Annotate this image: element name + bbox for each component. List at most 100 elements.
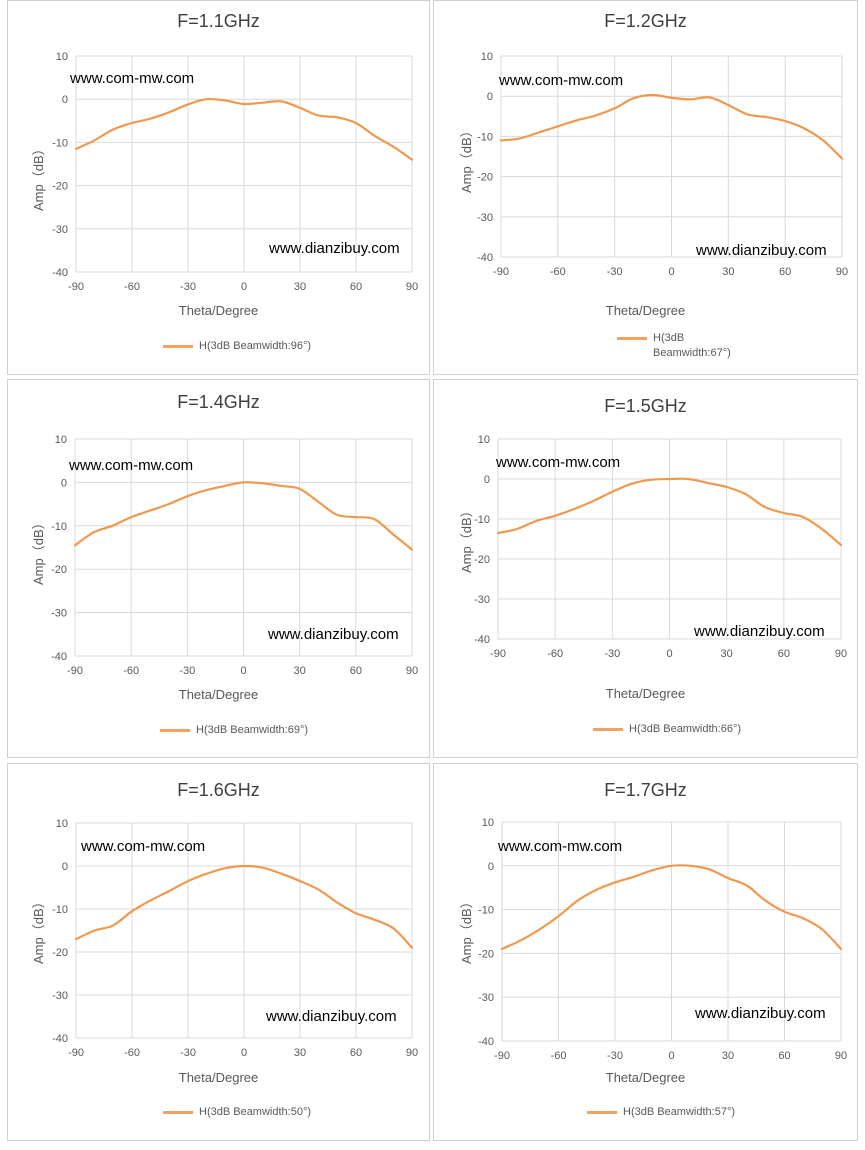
x-tick-label: 30 xyxy=(294,1047,306,1059)
x-tick-label: 0 xyxy=(666,648,672,660)
watermark-dianzibuy: www.dianzibuy.com xyxy=(696,242,827,259)
x-tick-label: 30 xyxy=(722,1050,734,1062)
chart-title: F=1.7GHz xyxy=(604,780,687,800)
y-tick-label: -20 xyxy=(52,947,68,959)
y-tick-label: -10 xyxy=(474,514,490,526)
y-axis-label: Amp（dB） xyxy=(459,504,474,573)
watermark-dianzibuy: www.dianzibuy.com xyxy=(269,240,400,257)
legend-swatch xyxy=(587,1111,617,1114)
x-tick-label: 60 xyxy=(350,665,362,677)
series-line xyxy=(73,481,414,551)
legend-swatch xyxy=(163,1111,193,1114)
x-tick-label: 60 xyxy=(350,281,362,293)
x-tick-label: -60 xyxy=(124,1047,140,1059)
x-tick-label: -30 xyxy=(180,1047,196,1059)
x-tick-label: -30 xyxy=(607,266,623,278)
y-tick-label: 0 xyxy=(62,94,68,106)
legend: H(3dB Beamwidth:69°) xyxy=(160,723,308,738)
y-tick-label: -30 xyxy=(478,992,494,1004)
x-tick-label: 90 xyxy=(406,665,418,677)
x-tick-label: 60 xyxy=(778,1050,790,1062)
series-line xyxy=(74,864,414,949)
legend: H(3dB Beamwidth:96°) xyxy=(163,339,311,354)
y-tick-label: -40 xyxy=(474,634,490,646)
x-tick-label: -60 xyxy=(547,648,563,660)
y-tick-label: -30 xyxy=(52,990,68,1002)
series-line xyxy=(74,97,414,161)
legend-label: H(3dB Beamwidth:69°) xyxy=(196,724,309,736)
y-tick-label: 0 xyxy=(61,477,67,489)
x-axis-label: Theta/Degree xyxy=(605,686,686,701)
x-tick-label: 60 xyxy=(779,266,791,278)
x-tick-label: 0 xyxy=(668,1050,674,1062)
watermark-com-mw: www.com-mw.com xyxy=(499,72,624,89)
legend-label: H(3dB Beamwidth:50°) xyxy=(199,1106,312,1118)
y-tick-label: -40 xyxy=(51,651,67,663)
legend-label: H(3dB Beamwidth:66°) xyxy=(629,723,742,735)
x-tick-label: -90 xyxy=(67,665,83,677)
x-axis-label: Theta/Degree xyxy=(178,1070,259,1085)
y-tick-label: -20 xyxy=(478,948,494,960)
x-tick-label: 90 xyxy=(406,1047,418,1059)
y-tick-label: 10 xyxy=(478,434,490,446)
y-axis-label: Amp（dB） xyxy=(31,895,46,964)
y-tick-label: 10 xyxy=(55,434,67,446)
x-tick-label: -30 xyxy=(179,665,195,677)
legend-label: H(3dB Beamwidth:96°) xyxy=(199,340,312,352)
x-tick-label: 0 xyxy=(241,281,247,293)
y-tick-label: -10 xyxy=(478,905,494,917)
x-tick-label: 60 xyxy=(350,1047,362,1059)
legend-swatch xyxy=(617,337,647,340)
y-tick-label: 10 xyxy=(482,817,494,829)
y-tick-label: -10 xyxy=(477,131,493,143)
legend-label: H(3dB Beamwidth:67°) xyxy=(653,332,731,359)
y-tick-label: -20 xyxy=(52,181,68,193)
y-tick-label: -30 xyxy=(477,212,493,224)
plot-area: -90 -60 -30 0 30 60 90 -40 -30 -20 -10 0 10 xyxy=(52,51,418,293)
x-tick-label: 60 xyxy=(778,648,790,660)
y-axis-label: Amp（dB） xyxy=(31,142,46,211)
x-tick-label: 90 xyxy=(835,1050,847,1062)
watermark-com-mw: www.com-mw.com xyxy=(496,454,621,471)
x-tick-label: -60 xyxy=(550,266,566,278)
legend-label: H(3dB Beamwidth:57°) xyxy=(623,1106,736,1118)
series-line xyxy=(496,477,843,547)
chart-panel-2: F=1.2GHz -90 -60 -30 0 30 60 90 -40 -30 -20 -10 0 10… xyxy=(433,0,858,375)
y-tick-label: -40 xyxy=(52,267,68,279)
x-tick-label: 90 xyxy=(835,648,847,660)
y-tick-label: -10 xyxy=(52,904,68,916)
y-tick-label: -30 xyxy=(51,608,67,620)
x-tick-label: 90 xyxy=(836,266,848,278)
x-tick-label: -90 xyxy=(68,1047,84,1059)
watermark-com-mw: www.com-mw.com xyxy=(498,838,623,855)
watermark-dianzibuy: www.dianzibuy.com xyxy=(694,623,825,640)
y-tick-label: 10 xyxy=(56,818,68,830)
legend: H(3dB Beamwidth:67°) xyxy=(617,331,753,361)
y-tick-label: -30 xyxy=(52,224,68,236)
x-axis-label: Theta/Degree xyxy=(178,303,259,318)
chart-panel-5: F=1.6GHz -90 -60 -30 0 30 60 90 -40 -30 -20 -10 0 10… xyxy=(7,763,430,1141)
watermark-com-mw: www.com-mw.com xyxy=(81,838,206,855)
plot-area: -90 -60 -30 0 30 60 90 -40 -30 -20 -10 0 10 xyxy=(52,818,418,1059)
chart-panel-3: F=1.4GHz -90 -60 -30 0 30 60 90 -40 -30 -20 -10 0 10… xyxy=(7,379,430,758)
plot-area: -90 -60 -30 0 30 60 90 -40 -30 -20 -10 0 10 xyxy=(477,51,848,278)
legend: H(3dB Beamwidth:57°) xyxy=(587,1105,735,1120)
y-tick-label: -10 xyxy=(52,137,68,149)
legend-swatch xyxy=(163,345,193,348)
watermark-dianzibuy: www.dianzibuy.com xyxy=(268,626,399,643)
plot-area: -90 -60 -30 0 30 60 90 -40 -30 -20 -10 0 10 xyxy=(474,434,847,660)
x-tick-label: 30 xyxy=(294,281,306,293)
y-axis-label: Amp（dB） xyxy=(459,895,474,964)
chart-title: F=1.4GHz xyxy=(177,392,260,412)
legend-swatch xyxy=(593,728,623,731)
x-tick-label: 30 xyxy=(294,665,306,677)
chart-panel-4: F=1.5GHz -90 -60 -30 0 30 60 90 -40 -30 -20 -10 0 10… xyxy=(433,379,858,758)
y-tick-label: -10 xyxy=(51,521,67,533)
y-tick-label: -30 xyxy=(474,594,490,606)
x-axis-label: Theta/Degree xyxy=(605,303,686,318)
plot-area: -90 -60 -30 0 30 60 90 -40 -30 -20 -10 0 10 xyxy=(51,434,418,677)
x-tick-label: -60 xyxy=(123,665,139,677)
y-tick-label: -20 xyxy=(474,554,490,566)
y-axis-label: Amp（dB） xyxy=(31,516,46,585)
y-tick-label: 10 xyxy=(481,51,493,63)
